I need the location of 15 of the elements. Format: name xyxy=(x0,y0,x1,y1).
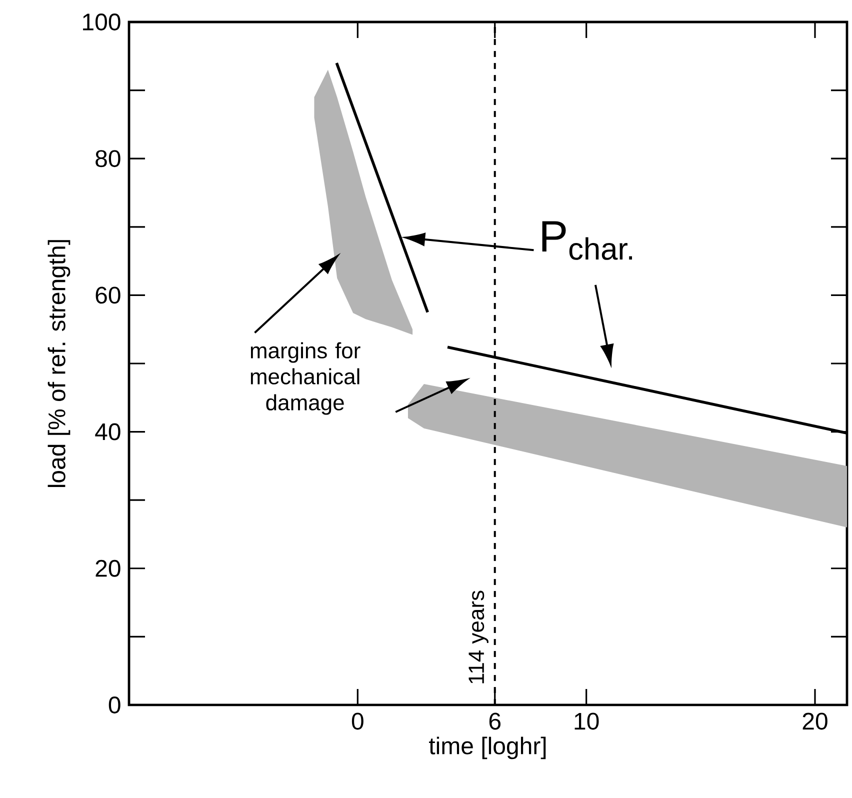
y-tick-label: 60 xyxy=(96,286,120,304)
x-axis-title: time [loghr] xyxy=(429,736,546,760)
x-tick-label: 10 xyxy=(574,712,599,730)
ref-line-label: 114 years xyxy=(468,590,488,684)
y-tick-label: 40 xyxy=(95,423,120,440)
y-axis-title: load [% of ref. strength] xyxy=(48,240,70,488)
y-tick-label: 80 xyxy=(96,150,120,168)
annotation: margins for mechanical damage xyxy=(250,342,360,415)
annotation: P$_{char.}$ xyxy=(542,221,632,260)
x-tick-label: 6 xyxy=(489,712,500,730)
y-tick-label: 0 xyxy=(108,696,120,714)
y-tick-label: 20 xyxy=(96,560,120,577)
y-tick-label: 100 xyxy=(83,14,120,30)
x-tick-label: 20 xyxy=(802,712,828,730)
x-tick-label: 0 xyxy=(352,712,364,730)
